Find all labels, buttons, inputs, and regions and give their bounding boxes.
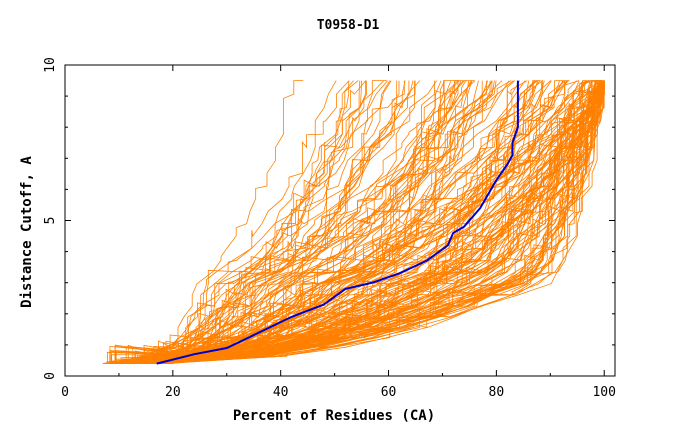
- background-series-line: [156, 80, 605, 364]
- background-series-line: [111, 80, 467, 364]
- background-series-line: [115, 80, 493, 364]
- x-tick-label: 60: [381, 385, 397, 400]
- background-series-line: [102, 80, 503, 364]
- background-series-line: [172, 80, 528, 364]
- background-series-line: [117, 80, 605, 364]
- y-axis-label: Distance Cutoff, A: [19, 156, 35, 308]
- highlight-series-group: [156, 80, 519, 365]
- background-series-line: [147, 80, 605, 364]
- background-series-group: [102, 80, 605, 364]
- chart-title: T0958-D1: [317, 18, 380, 33]
- background-series-line: [164, 80, 597, 364]
- x-tick-label: 0: [61, 385, 69, 400]
- y-tick-label: 5: [43, 217, 58, 225]
- x-tick-label: 20: [165, 385, 181, 400]
- background-series-line: [116, 80, 473, 364]
- background-series-line: [121, 80, 604, 364]
- background-series-line: [153, 80, 539, 364]
- background-series-line: [167, 80, 605, 364]
- background-series-line: [131, 80, 495, 364]
- background-series-line: [115, 80, 539, 364]
- background-series-line: [134, 80, 385, 364]
- background-series-line: [166, 80, 462, 364]
- background-series-line: [143, 80, 304, 364]
- background-series-line: [143, 80, 391, 364]
- background-series-line: [120, 80, 470, 364]
- background-series-line: [136, 80, 593, 364]
- background-series-line: [117, 80, 605, 364]
- background-series-line: [132, 80, 514, 364]
- background-series-line: [145, 80, 541, 364]
- background-series-line: [153, 80, 605, 364]
- background-series-line: [116, 80, 598, 364]
- background-series-line: [164, 80, 604, 364]
- background-series-line: [106, 80, 472, 364]
- background-series-line: [135, 80, 544, 364]
- background-series-line: [152, 80, 459, 364]
- background-series-line: [112, 80, 437, 364]
- axes-group: 0 20 40 60 80 100 0 5 10: [43, 57, 616, 400]
- background-series-line: [149, 80, 483, 364]
- background-series-line: [154, 80, 604, 364]
- background-series-line: [165, 80, 605, 364]
- x-tick-label: 100: [592, 385, 615, 400]
- background-series-line: [123, 80, 605, 364]
- background-series-line: [109, 80, 530, 364]
- x-tick-label: 80: [489, 385, 505, 400]
- background-series-line: [156, 80, 350, 364]
- background-series-line: [155, 80, 587, 364]
- background-series-line: [165, 80, 350, 364]
- background-series-line: [168, 80, 605, 364]
- highlight-series-line: [156, 80, 519, 365]
- background-series-line: [161, 80, 536, 364]
- background-series-line: [172, 80, 605, 364]
- background-series-line: [158, 80, 456, 364]
- background-series-line: [151, 80, 392, 364]
- background-series-line: [121, 80, 551, 364]
- x-axis-label: Percent of Residues (CA): [233, 408, 435, 424]
- y-tick-label: 10: [43, 57, 58, 73]
- background-series-line: [110, 80, 416, 364]
- background-series-line: [123, 80, 387, 364]
- background-series-line: [138, 80, 421, 364]
- background-series-line: [114, 80, 566, 364]
- background-series-line: [162, 80, 359, 364]
- background-series-line: [166, 80, 605, 364]
- y-tick-label: 0: [43, 372, 58, 380]
- x-tick-label: 40: [273, 385, 289, 400]
- background-series-line: [144, 80, 512, 364]
- background-series-line: [116, 80, 605, 364]
- background-series-line: [145, 80, 588, 364]
- background-series-line: [105, 80, 605, 364]
- background-series-line: [114, 80, 538, 364]
- background-series-line: [140, 80, 487, 364]
- background-series-line: [112, 80, 605, 364]
- background-series-line: [125, 80, 602, 364]
- background-series-line: [148, 80, 388, 364]
- background-series-line: [153, 80, 593, 364]
